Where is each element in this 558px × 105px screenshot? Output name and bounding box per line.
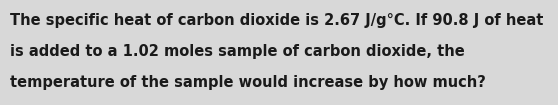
Text: is added to a 1.02 moles sample of carbon dioxide, the: is added to a 1.02 moles sample of carbo… xyxy=(10,44,465,59)
Text: temperature of the sample would increase by how much?: temperature of the sample would increase… xyxy=(10,75,486,90)
Text: The specific heat of carbon dioxide is 2.67 J/g°C. If 90.8 J of heat: The specific heat of carbon dioxide is 2… xyxy=(10,13,543,28)
